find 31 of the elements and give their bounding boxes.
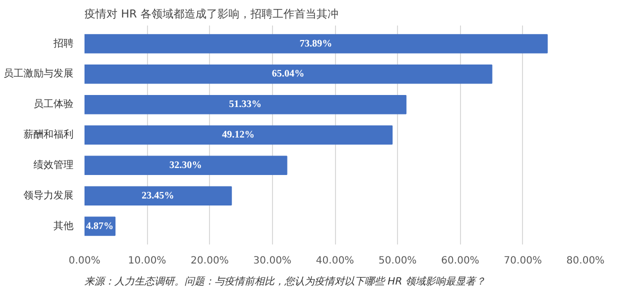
x-tick-label: 0.00% bbox=[68, 256, 100, 266]
y-tick-label: 员工激励与发展 bbox=[4, 68, 74, 80]
y-tick-label: 员工体验 bbox=[34, 98, 74, 110]
source-note: 来源：人力生态调研。问题：与疫情前相比，您认为疫情对以下哪些 HR 领域影响最显著？ bbox=[84, 276, 486, 288]
data-label: 49.12% bbox=[222, 130, 255, 140]
bar bbox=[84, 34, 548, 54]
data-label: 51.33% bbox=[228, 99, 262, 110]
x-tick-label: 30.00% bbox=[253, 256, 292, 266]
data-label: 23.45% bbox=[142, 190, 174, 202]
x-tick-label: 70.00% bbox=[504, 256, 542, 266]
x-tick-label: 80.00% bbox=[566, 256, 605, 266]
chart-title: 疫情对 HR 各领域都造成了影响，招聘工作首当其冲 bbox=[84, 8, 338, 20]
x-tick-label: 10.00% bbox=[128, 256, 166, 266]
bar bbox=[84, 156, 288, 176]
y-tick-label: 领导力发展 bbox=[24, 189, 74, 202]
bar bbox=[84, 125, 393, 145]
data-label: 73.89% bbox=[300, 38, 332, 50]
data-label: 32.30% bbox=[169, 160, 202, 171]
bar bbox=[84, 94, 406, 114]
bar bbox=[84, 64, 492, 84]
x-tick-label: 60.00% bbox=[441, 256, 480, 266]
data-label: 65.04% bbox=[272, 68, 304, 80]
y-tick-label: 绩效管理 bbox=[34, 158, 74, 171]
bar bbox=[84, 186, 232, 206]
data-label: 4.87% bbox=[86, 220, 114, 232]
y-tick-label: 薪酬和福利 bbox=[24, 128, 74, 140]
x-tick-label: 20.00% bbox=[190, 256, 229, 266]
y-tick-label: 其他 bbox=[54, 220, 74, 232]
x-tick-label: 50.00% bbox=[378, 256, 417, 266]
y-tick-label: 招聘 bbox=[52, 37, 74, 50]
x-tick-label: 40.00% bbox=[316, 256, 354, 266]
